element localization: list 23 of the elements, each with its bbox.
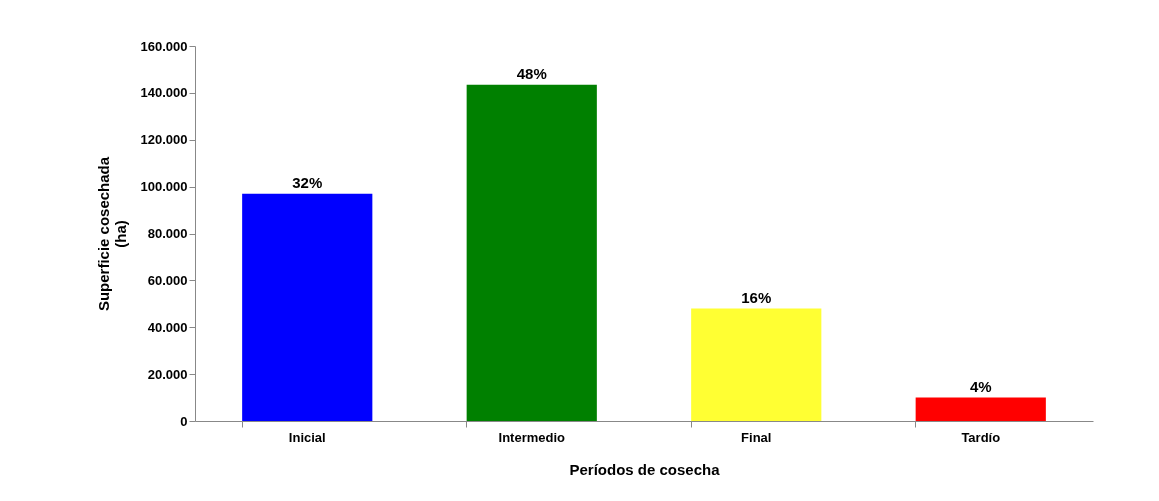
y-axis-title: Superficie cosechada (ha) <box>94 156 129 312</box>
y-tick-label: 40.000 <box>147 319 188 335</box>
y-tick-label: 140.000 <box>140 85 188 101</box>
annotation: 32% <box>292 173 323 191</box>
x-tick-label: Inicial <box>288 429 326 445</box>
x-tick-label: Tardío <box>961 429 1001 445</box>
bar <box>691 308 822 421</box>
y-tick-label: 20.000 <box>147 366 188 382</box>
x-tick-label: Intermedio <box>498 429 566 445</box>
y-tick-label: 80.000 <box>147 226 188 241</box>
y-tick-label: 60.000 <box>147 272 188 288</box>
bar <box>915 397 1046 421</box>
annotation: 48% <box>516 64 547 82</box>
annotation: 16% <box>741 288 772 306</box>
y-tick-label: 0 <box>180 413 188 429</box>
annotation: 4% <box>969 377 992 395</box>
bar <box>466 84 597 421</box>
y-tick-label: 160.000 <box>140 38 188 54</box>
x-tick-label: Final <box>741 429 772 445</box>
x-axis-title: Períodos de cosecha <box>569 460 721 478</box>
y-tick-label: 100.000 <box>140 179 188 195</box>
bar <box>242 193 373 421</box>
y-tick-label: 120.000 <box>140 132 188 148</box>
